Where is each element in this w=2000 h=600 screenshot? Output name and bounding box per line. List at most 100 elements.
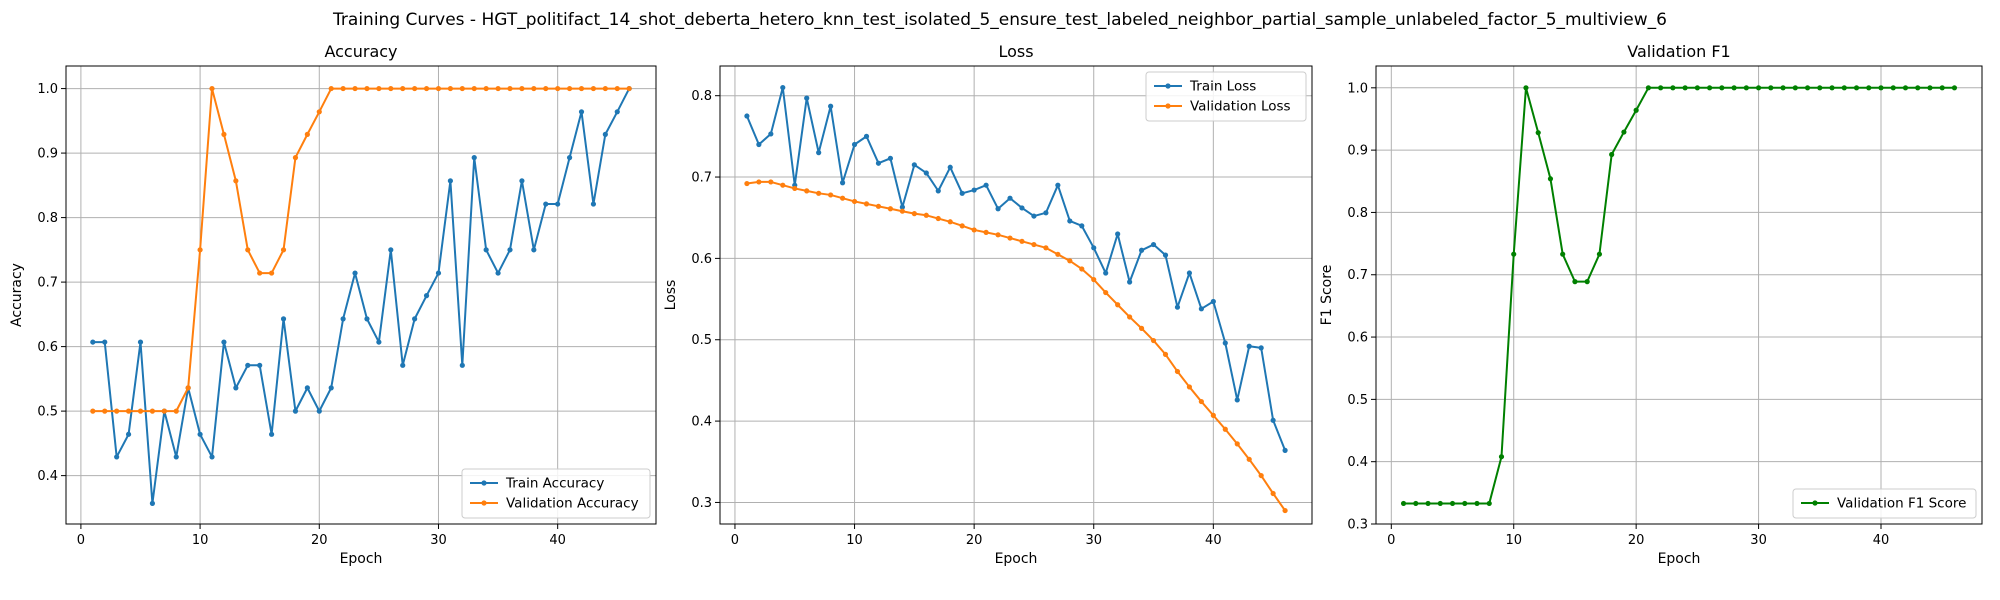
f1-series-1-point [1511, 251, 1517, 257]
accuracy-series-1-point [495, 270, 501, 276]
f1-series-1-point [1437, 500, 1443, 507]
loss-series-2-point [971, 227, 977, 233]
accuracy-series-1-point [221, 339, 227, 345]
loss-series-1-point [1079, 223, 1085, 229]
accuracy-xtick-label: 20 [311, 533, 328, 548]
loss-series-2-point [851, 198, 858, 205]
loss-series-2-point [863, 201, 870, 207]
f1-xtick-label: 10 [1505, 533, 1522, 548]
f1-series-1-point [1866, 85, 1872, 91]
f1-ytick-label: 1.0 [1347, 81, 1368, 96]
accuracy-series-2-point [447, 85, 453, 92]
f1-legend-label-1: Validation F1 Score [1837, 496, 1966, 512]
accuracy-series-1-point [435, 270, 442, 276]
loss-series-1-point [1210, 298, 1216, 305]
accuracy-series-2-point [245, 247, 251, 253]
accuracy-series-1-point [233, 385, 239, 391]
loss-series-1-point [828, 103, 834, 109]
accuracy-series-2-point [280, 247, 287, 253]
f1-ytick-label: 0.8 [1347, 206, 1368, 221]
f1-series-1-point [1792, 85, 1798, 91]
accuracy-xtick-label: 40 [549, 533, 566, 548]
loss-series-1-point [1115, 231, 1121, 237]
f1-ytick-label: 0.4 [1347, 455, 1368, 470]
accuracy-series-2-point [626, 85, 632, 92]
loss-series-1-point [935, 188, 941, 194]
loss-series-2-point [1043, 245, 1049, 251]
loss-legend-box [1145, 71, 1307, 122]
f1-series-1-point [1755, 85, 1762, 91]
f1-series-1-point [1547, 176, 1554, 182]
f1-series-1-line [1403, 86, 1955, 505]
accuracy-series-2-point [376, 85, 382, 92]
loss-xtick-label: 10 [846, 533, 863, 548]
loss-series-2-line [746, 180, 1286, 512]
accuracy-xaxis-label: Epoch [340, 551, 383, 567]
accuracy-series-2-point [161, 408, 167, 414]
loss-ytick-label: 0.3 [691, 496, 712, 511]
f1-series-1-point [1462, 500, 1468, 507]
accuracy-ytick-label: 0.5 [37, 405, 58, 420]
accuracy-series-2-point [519, 85, 525, 92]
f1-series-1-point [1596, 251, 1603, 257]
accuracy-panel: 0 10 20 30 40 0.4 0.5 0.6 0.7 0.8 0.9 1.0 Accuracy Ep… [9, 42, 657, 567]
accuracy-series-2-point [602, 85, 608, 92]
accuracy-series-2-point [471, 85, 477, 92]
accuracy-ytick-label: 1.0 [37, 82, 58, 97]
accuracy-series-2-point [435, 85, 442, 92]
loss-series-2-point [1150, 337, 1157, 344]
accuracy-ytick-label: 0.4 [37, 469, 58, 484]
accuracy-series-1-point [447, 178, 453, 184]
loss-legend: Train Loss Validation Loss [1145, 71, 1307, 122]
accuracy-series-2-point [459, 85, 465, 92]
accuracy-series-1-point [209, 454, 215, 460]
f1-series-1-point [1670, 85, 1676, 91]
loss-series-2-point [756, 179, 762, 185]
loss-series-2-point [1198, 398, 1204, 405]
loss-series-2-point [839, 195, 846, 201]
f1-axes-frame [1375, 65, 1983, 525]
loss-series-2-point [887, 206, 894, 212]
f1-panel-title: Validation F1 [1627, 42, 1730, 61]
accuracy-series-1-point [483, 247, 489, 253]
accuracy-series-1-point [197, 431, 203, 437]
f1-series-1-point [1707, 85, 1713, 91]
accuracy-series-1-point [316, 408, 322, 414]
loss-series-2-point [768, 179, 774, 185]
loss-series-1-point [816, 150, 822, 156]
f1-series-1-point [1719, 85, 1725, 91]
f1-series-1-point [1486, 500, 1492, 507]
accuracy-series-2-point [483, 85, 489, 92]
loss-series-2-point [816, 190, 822, 196]
accuracy-series-1-point [269, 431, 275, 437]
accuracy-series-2-point [137, 408, 144, 414]
loss-series-2-point [1270, 490, 1276, 497]
accuracy-series-1-point [280, 316, 287, 322]
loss-series-1-point [875, 160, 882, 166]
loss-series-1-point [1270, 417, 1276, 423]
f1-ytick-label: 0.7 [1347, 268, 1368, 283]
accuracy-series-1-point [90, 339, 96, 345]
f1-series-1-point [1829, 85, 1835, 91]
accuracy-series-2-point [364, 85, 370, 92]
loss-panel-title: Loss [998, 42, 1033, 61]
loss-series-1-point [899, 204, 905, 210]
accuracy-series-1-point [257, 362, 263, 368]
accuracy-series-2-point [316, 109, 322, 115]
accuracy-xtick-label: 30 [430, 533, 447, 548]
accuracy-series-1-point [566, 155, 573, 161]
accuracy-series-2-point [304, 131, 310, 137]
loss-series-1-point [911, 162, 917, 168]
f1-series-1-point [1584, 279, 1590, 285]
loss-series-2-point [792, 185, 798, 192]
accuracy-series-2-point [292, 155, 299, 161]
loss-series-1-point [947, 164, 953, 170]
f1-series-1-point [1804, 85, 1811, 91]
f1-series-1-point [1535, 130, 1541, 136]
accuracy-ytick-label: 0.9 [37, 147, 58, 162]
accuracy-series-1-point [412, 316, 418, 322]
loss-series-1-point [744, 113, 750, 119]
accuracy-series-2-point [400, 85, 406, 92]
loss-series-1-point [1103, 270, 1109, 276]
